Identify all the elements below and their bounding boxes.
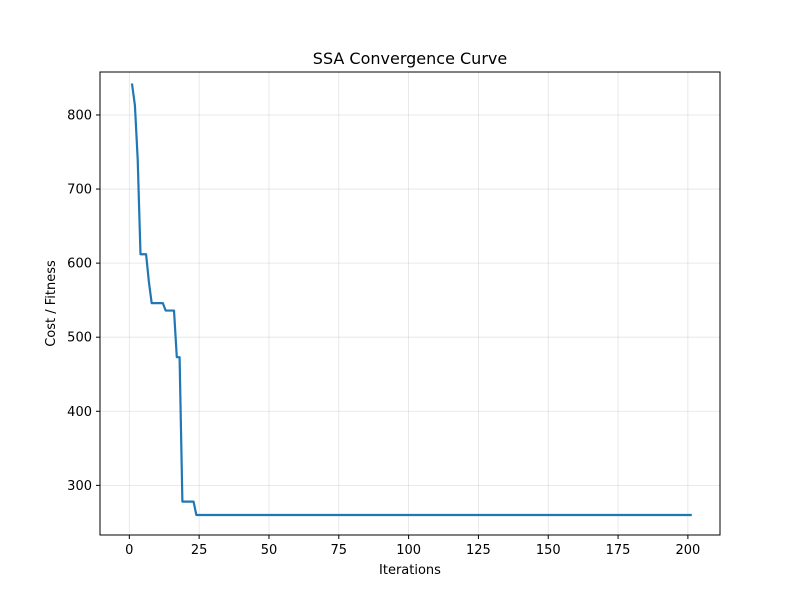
x-tick-label: 25 [191, 543, 208, 558]
x-tick-label: 100 [396, 543, 421, 558]
x-axis-label: Iterations [379, 563, 441, 578]
convergence-series-line [130, 83, 692, 517]
x-tick-label: 175 [606, 543, 631, 558]
y-axis-label: Cost / Fitness [44, 260, 59, 347]
x-tick-label: 0 [125, 543, 133, 558]
y-tick-label: 800 [67, 108, 92, 123]
chart-title: SSA Convergence Curve [313, 49, 507, 68]
y-tick-label: 500 [67, 331, 92, 346]
grid [100, 72, 720, 535]
x-tick-label: 50 [261, 543, 278, 558]
ticks: 0 25 50 75 100 125 150 175 200 300 400 500 600 700 800 [67, 108, 700, 558]
y-tick-label: 600 [67, 257, 92, 272]
y-tick-label: 300 [67, 479, 92, 494]
plot-frame [99, 71, 721, 536]
x-tick-label: 75 [331, 543, 348, 558]
y-tick-label: 400 [67, 405, 92, 420]
x-tick-label: 200 [675, 543, 700, 558]
x-tick-label: 125 [466, 543, 491, 558]
y-tick-label: 700 [67, 183, 92, 198]
series-layer [130, 83, 692, 517]
x-tick-label: 150 [536, 543, 561, 558]
